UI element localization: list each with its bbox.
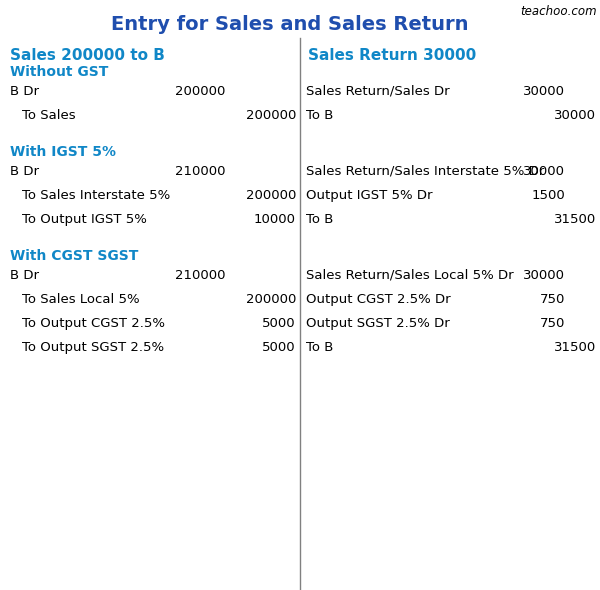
Text: teachoo.com: teachoo.com bbox=[520, 5, 597, 18]
Text: 750: 750 bbox=[539, 317, 565, 330]
Text: 210000: 210000 bbox=[175, 269, 226, 282]
Text: Sales Return/Sales Local 5% Dr: Sales Return/Sales Local 5% Dr bbox=[306, 269, 514, 282]
Text: 5000: 5000 bbox=[262, 341, 296, 354]
Text: To Output CGST 2.5%: To Output CGST 2.5% bbox=[22, 317, 165, 330]
Text: Sales 200000 to B: Sales 200000 to B bbox=[10, 48, 165, 63]
Text: 31500: 31500 bbox=[554, 213, 596, 226]
Text: 200000: 200000 bbox=[245, 189, 296, 202]
Text: To Output IGST 5%: To Output IGST 5% bbox=[22, 213, 147, 226]
Text: To Sales Local 5%: To Sales Local 5% bbox=[22, 293, 140, 306]
Text: Output CGST 2.5% Dr: Output CGST 2.5% Dr bbox=[306, 293, 451, 306]
Text: Entry for Sales and Sales Return: Entry for Sales and Sales Return bbox=[111, 15, 469, 34]
Text: B Dr: B Dr bbox=[10, 165, 39, 178]
Text: To B: To B bbox=[306, 341, 334, 354]
Text: 5000: 5000 bbox=[262, 317, 296, 330]
Text: To Sales Interstate 5%: To Sales Interstate 5% bbox=[22, 189, 170, 202]
Text: Output SGST 2.5% Dr: Output SGST 2.5% Dr bbox=[306, 317, 450, 330]
Text: 1500: 1500 bbox=[531, 189, 565, 202]
Text: Sales Return 30000: Sales Return 30000 bbox=[308, 48, 476, 63]
Text: B Dr: B Dr bbox=[10, 85, 39, 98]
Text: Output IGST 5% Dr: Output IGST 5% Dr bbox=[306, 189, 433, 202]
Text: With IGST 5%: With IGST 5% bbox=[10, 145, 116, 159]
Text: 200000: 200000 bbox=[175, 85, 226, 98]
Text: 30000: 30000 bbox=[554, 109, 596, 122]
Text: 30000: 30000 bbox=[523, 269, 565, 282]
Text: 30000: 30000 bbox=[523, 165, 565, 178]
Text: 30000: 30000 bbox=[523, 85, 565, 98]
Text: 10000: 10000 bbox=[254, 213, 296, 226]
Text: Sales Return/Sales Dr: Sales Return/Sales Dr bbox=[306, 85, 449, 98]
Text: 210000: 210000 bbox=[175, 165, 226, 178]
Text: With CGST SGST: With CGST SGST bbox=[10, 249, 139, 263]
Text: Without GST: Without GST bbox=[10, 65, 109, 79]
Text: Sales Return/Sales Interstate 5% Dr: Sales Return/Sales Interstate 5% Dr bbox=[306, 165, 544, 178]
Text: 200000: 200000 bbox=[245, 293, 296, 306]
Text: 31500: 31500 bbox=[554, 341, 596, 354]
Text: B Dr: B Dr bbox=[10, 269, 39, 282]
Text: To Output SGST 2.5%: To Output SGST 2.5% bbox=[22, 341, 164, 354]
Text: To Sales: To Sales bbox=[22, 109, 76, 122]
Text: To B: To B bbox=[306, 109, 334, 122]
Text: 750: 750 bbox=[539, 293, 565, 306]
Text: 200000: 200000 bbox=[245, 109, 296, 122]
Text: To B: To B bbox=[306, 213, 334, 226]
